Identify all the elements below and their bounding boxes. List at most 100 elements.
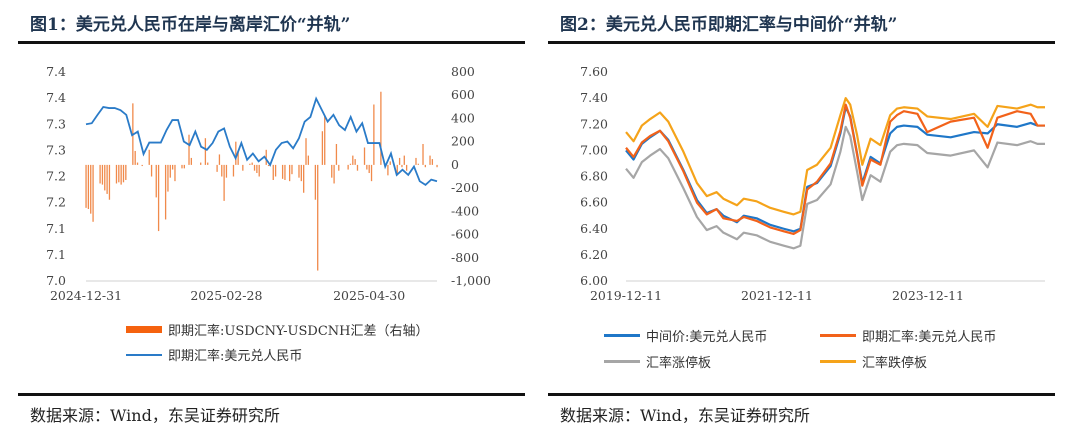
- source-divider: [548, 393, 1055, 396]
- spread-bar: [272, 164, 274, 180]
- y-tick-label: 6.80: [580, 169, 608, 184]
- spread-bar: [164, 164, 167, 220]
- legend-item-spot: 即期汇率:美元兑人民币: [126, 345, 302, 364]
- spread-bar: [90, 164, 92, 214]
- spread-bar: [92, 164, 94, 222]
- spread-bar: [256, 164, 258, 174]
- spread-bar: [258, 164, 260, 177]
- spread-bar: [284, 164, 286, 180]
- y-right-tick-label: 400: [451, 110, 475, 125]
- legend-swatch-line: [820, 334, 856, 337]
- y-tick-label: 7.00: [580, 142, 608, 157]
- spread-bar: [104, 164, 106, 191]
- spread-bar: [216, 164, 218, 172]
- spread-bar: [333, 164, 335, 184]
- y-tick-label: 6.40: [580, 221, 608, 236]
- spread-bar: [99, 164, 101, 184]
- y-right-tick-label: -600: [451, 227, 479, 242]
- y-left-tick-label: 7.1: [46, 221, 66, 236]
- spread-bar: [403, 155, 405, 165]
- spread-bar: [267, 164, 270, 167]
- y-right-tick-label: 0: [451, 157, 459, 172]
- legend-label: 汇率跌停板: [862, 356, 928, 371]
- spread-bar: [101, 164, 104, 185]
- spread-bar: [331, 164, 333, 178]
- spread-bar: [303, 164, 305, 193]
- spread-bar: [338, 164, 340, 171]
- spread-bar: [380, 91, 382, 165]
- spread-bar: [265, 149, 267, 165]
- legend-item-upper: 汇率涨停板: [604, 352, 711, 371]
- spread-bar: [200, 162, 202, 165]
- spread-bar: [174, 164, 176, 182]
- spread-bar: [368, 164, 370, 174]
- legend-item-lower: 汇率跌停板: [820, 352, 927, 371]
- y-tick-label: 6.60: [580, 195, 608, 210]
- spread-bar: [225, 164, 228, 178]
- spread-bar: [305, 138, 307, 165]
- legend-label: 即期汇率:USDCNY-USDCNH汇差（右轴）: [168, 324, 429, 339]
- source-note: 数据来源：Wind，东吴证券研究所: [30, 406, 280, 425]
- spread-bar: [398, 157, 401, 165]
- y-left-tick-label: 7.4: [46, 90, 66, 105]
- spread-bar: [122, 164, 125, 183]
- spread-bar: [389, 161, 391, 165]
- y-tick-label: 6.20: [580, 247, 608, 262]
- spread-bar: [85, 164, 87, 208]
- y-right-tick-label: -1,000: [451, 273, 491, 288]
- spread-bar: [249, 163, 251, 165]
- figure-title: 图1：美元兑人民币在岸与离岸汇价“并轨”: [30, 15, 351, 35]
- spread-bar: [424, 164, 426, 168]
- spread-bar: [150, 164, 153, 177]
- spread-bar: [335, 143, 338, 165]
- spread-bar: [235, 141, 237, 165]
- legend-label: 汇率涨停板: [646, 356, 712, 371]
- spread-bar: [356, 164, 359, 171]
- y-tick-label: 7.40: [580, 90, 608, 105]
- spread-bar: [167, 164, 169, 192]
- legend-swatch-line: [820, 360, 856, 363]
- legend-swatch-bar: [126, 326, 162, 333]
- spread-bar: [274, 164, 277, 177]
- spread-bar: [431, 159, 434, 165]
- legend-label: 即期汇率:美元兑人民币: [862, 330, 997, 345]
- spread-bar: [157, 164, 160, 232]
- legend-item-mid: 中间价:美元兑人民币: [604, 326, 767, 345]
- spread-bar: [218, 154, 221, 165]
- spread-bar: [366, 164, 368, 170]
- spread-bar: [232, 164, 235, 177]
- spread-bar: [352, 155, 354, 165]
- spread-bar: [387, 164, 389, 176]
- y-right-tick-label: -200: [451, 180, 479, 195]
- spread-bar: [373, 104, 375, 165]
- spread-bar: [307, 155, 309, 165]
- source-note: 数据来源：Wind，东吴证券研究所: [560, 406, 810, 425]
- x-tick-label: 2021-12-11: [741, 288, 813, 300]
- y-left-tick-label: 7.1: [46, 247, 66, 262]
- x-tick-label: 2019-12-11: [590, 288, 662, 300]
- spread-bar: [429, 155, 431, 165]
- legend-swatch-line: [126, 353, 162, 356]
- spread-bar: [415, 157, 417, 165]
- legend-label: 即期汇率:美元兑人民币: [168, 349, 303, 364]
- spread-bar: [171, 164, 174, 170]
- spread-bar: [396, 164, 398, 176]
- spread-bar: [347, 164, 349, 170]
- title-divider: [548, 41, 1055, 44]
- spread-bar: [136, 162, 139, 165]
- y-tick-label: 7.60: [580, 64, 608, 79]
- spread-bar: [363, 147, 366, 165]
- y-left-tick-label: 7.3: [46, 116, 66, 131]
- spread-bar: [148, 149, 150, 165]
- x-tick-label: 2023-12-11: [892, 288, 964, 300]
- spread-bar: [207, 162, 209, 165]
- spot-rate-line: [85, 96, 438, 186]
- spread-bar: [237, 152, 239, 165]
- spread-bar: [155, 164, 157, 198]
- series-line-2: [625, 125, 1045, 250]
- spread-bar: [417, 163, 419, 165]
- y-left-tick-label: 7.4: [46, 64, 66, 79]
- series-line-1: [625, 103, 1045, 236]
- spread-bar: [349, 163, 352, 165]
- spread-bar: [141, 164, 143, 167]
